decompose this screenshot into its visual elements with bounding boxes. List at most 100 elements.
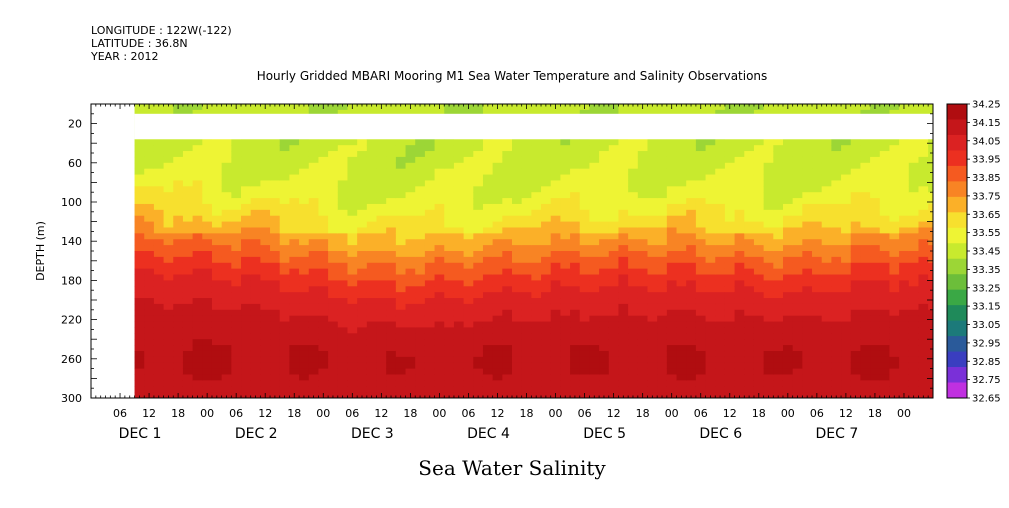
field-cell	[647, 233, 658, 240]
field-cell	[231, 168, 242, 176]
field-cell	[666, 339, 678, 346]
field-cell	[270, 186, 281, 193]
field-cell	[473, 380, 484, 387]
field-cell	[628, 356, 639, 364]
field-cell	[589, 104, 600, 111]
field-cell	[599, 368, 610, 375]
field-cell	[550, 386, 561, 393]
field-cell	[560, 356, 571, 364]
field-cell	[676, 109, 687, 117]
field-cell	[299, 245, 310, 252]
field-cell	[928, 174, 933, 181]
field-cell	[241, 180, 252, 187]
field-cell	[405, 321, 416, 328]
field-cell	[453, 215, 465, 223]
field-cell	[666, 221, 678, 228]
field-cell	[270, 339, 281, 346]
field-cell	[599, 315, 610, 323]
field-cell	[202, 262, 213, 270]
field-cell	[618, 239, 629, 246]
field-cell	[550, 274, 561, 281]
field-cell	[570, 203, 581, 211]
field-cell	[153, 151, 165, 158]
field-cell	[792, 139, 803, 146]
field-cell	[153, 233, 165, 240]
field-cell	[279, 374, 290, 381]
field-cell	[879, 303, 890, 311]
field-cell	[512, 233, 523, 240]
field-cell	[202, 198, 213, 205]
field-cell	[444, 280, 455, 287]
field-cell	[879, 109, 890, 117]
field-cell	[386, 186, 397, 193]
field-cell	[560, 215, 571, 223]
x-tick-label: 18	[520, 407, 534, 420]
field-cell	[705, 233, 716, 240]
field-cell	[512, 333, 523, 340]
field-cell	[231, 262, 242, 270]
field-cell	[899, 268, 910, 276]
field-cell	[386, 156, 397, 164]
field-cell	[202, 256, 213, 264]
field-cell	[831, 327, 842, 334]
field-cell	[599, 221, 610, 228]
field-cell	[173, 156, 184, 164]
field-cell	[695, 174, 707, 181]
field-cell	[550, 192, 561, 199]
field-cell	[879, 321, 890, 328]
field-cell	[473, 209, 484, 217]
field-cell	[337, 198, 348, 205]
field-cell	[570, 186, 581, 193]
field-cell	[173, 239, 184, 246]
field-cell	[608, 345, 619, 352]
field-cell	[734, 356, 745, 364]
field-cell	[260, 280, 271, 287]
field-cell	[589, 298, 600, 305]
field-cell	[221, 174, 232, 181]
field-cell	[541, 286, 552, 293]
field-cell	[366, 392, 378, 398]
field-cell	[831, 392, 842, 398]
field-cell	[386, 350, 397, 358]
field-cell	[608, 139, 619, 146]
colorbar-swatch	[947, 196, 967, 213]
field-cell	[531, 286, 542, 293]
field-cell	[453, 303, 465, 311]
field-cell	[734, 386, 745, 393]
field-cell	[628, 227, 639, 234]
field-cell	[744, 251, 755, 258]
field-cell	[473, 374, 484, 381]
field-cell	[928, 145, 933, 152]
field-cell	[512, 109, 523, 117]
field-cell	[299, 198, 310, 205]
field-cell	[608, 215, 619, 223]
field-cell	[763, 104, 774, 111]
field-cell	[908, 109, 919, 117]
field-cell	[928, 221, 933, 228]
field-cell	[560, 374, 571, 381]
field-cell	[550, 350, 561, 358]
field-cell	[357, 245, 368, 252]
field-cell	[434, 245, 445, 252]
field-cell	[347, 362, 358, 370]
field-cell	[473, 327, 484, 334]
field-cell	[589, 203, 600, 211]
field-cell	[879, 380, 890, 387]
field-cell	[211, 309, 223, 317]
field-cell	[279, 203, 290, 211]
field-cell	[473, 109, 484, 117]
field-cell	[870, 274, 881, 281]
field-cell	[541, 174, 552, 181]
field-cell	[686, 180, 697, 187]
field-cell	[366, 221, 378, 228]
field-cell	[831, 256, 842, 264]
field-cell	[289, 386, 300, 393]
field-cell	[782, 256, 794, 264]
field-cell	[521, 162, 532, 170]
field-cell	[705, 333, 716, 340]
field-cell	[134, 315, 145, 323]
field-cell	[405, 286, 416, 293]
field-cell	[337, 280, 348, 287]
field-cell	[705, 256, 716, 264]
field-cell	[357, 362, 368, 370]
